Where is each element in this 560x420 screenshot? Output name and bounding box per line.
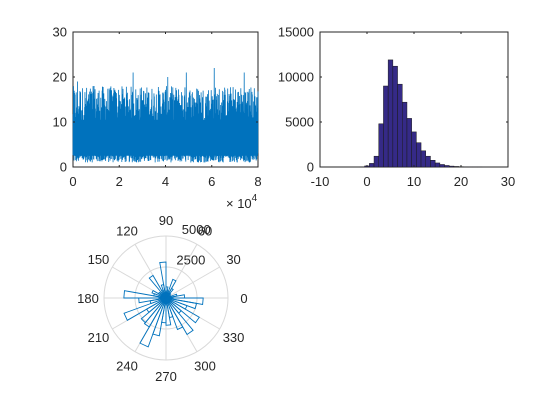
x-tick-label: 6: [208, 174, 215, 189]
x-tick-label: -10: [311, 174, 330, 189]
rose-petal: [165, 297, 204, 305]
x-tick-label: 10: [407, 174, 421, 189]
histogram-bar: [430, 160, 436, 168]
x-tick-label: 0: [69, 174, 76, 189]
rose-petal: [165, 293, 178, 299]
y-tick-label: 15000: [278, 25, 314, 40]
line-plot-series-group: [72, 67, 259, 163]
x-tick-label: 4: [162, 174, 169, 189]
rose-labels: 0 30 60 90 120 150 180 210 240 270 300 330 2500 5000: [77, 213, 247, 384]
theta-tick-label: 330: [223, 330, 245, 345]
histogram-bar: [439, 164, 445, 168]
theta-tick-label: 60: [198, 223, 212, 238]
rose-petal: [148, 274, 167, 299]
histogram-bar: [397, 83, 403, 168]
histogram-bars: [359, 59, 483, 168]
histogram-bar: [387, 59, 394, 168]
theta-tick-label: 180: [77, 291, 99, 306]
y-tick-label: 10: [53, 115, 67, 130]
theta-tick-label: 300: [194, 359, 216, 374]
x-tick-label: 2: [116, 174, 123, 189]
r-tick-label: 5000: [182, 222, 211, 237]
histogram-bar: [444, 165, 450, 168]
histogram-bar: [434, 162, 441, 168]
histogram-bar: [392, 65, 398, 168]
theta-tick-label: 270: [155, 369, 177, 384]
theta-tick-label: 120: [116, 223, 138, 238]
histogram-bar: [383, 85, 389, 168]
histogram-bar: [425, 155, 431, 168]
line-plot-ticks: 0 2 4 6 8 0 10 20 30: [53, 25, 262, 190]
theta-tick-label: 0: [240, 291, 247, 306]
rose-petal: [165, 278, 177, 299]
theta-tick-label: 30: [226, 252, 240, 267]
rose-petal: [165, 297, 194, 336]
y-tick-label: 20: [53, 70, 67, 85]
y-tick-label: 5000: [285, 115, 314, 130]
y-tick-label: 10000: [278, 70, 314, 85]
x-tick-label: 8: [254, 174, 261, 189]
y-tick-label: 0: [60, 160, 67, 175]
x-tick-label: 20: [454, 174, 468, 189]
histogram-bar: [402, 101, 408, 168]
r-tick-label: 2500: [176, 253, 205, 268]
theta-tick-label: 90: [159, 213, 173, 228]
histogram-bar: [420, 150, 426, 168]
rose-plot-axes: 0 30 60 90 120 150 180 210 240 270 300 330 2500 5000: [77, 213, 247, 384]
line-series: [72, 67, 259, 163]
theta-tick-label: 240: [116, 359, 138, 374]
x-exponent-base: × 10: [226, 196, 252, 211]
histogram-bar: [453, 166, 459, 168]
histogram-bar: [378, 123, 384, 168]
rose-petal: [159, 261, 167, 299]
histogram-bar: [449, 165, 455, 168]
y-tick-label: 30: [53, 25, 67, 40]
histogram-bar: [416, 142, 422, 168]
x-exponent-label: × 104: [226, 193, 258, 211]
x-exponent-power: 4: [252, 193, 258, 204]
rose-petals: [123, 261, 204, 348]
histogram-bar: [369, 163, 375, 168]
polar-grid-spoke: [165, 266, 220, 299]
histogram-bar: [373, 155, 379, 168]
histogram-bar: [406, 118, 412, 168]
x-tick-label: 0: [363, 174, 370, 189]
y-tick-label: 0: [307, 160, 314, 175]
x-tick-label: 30: [501, 174, 515, 189]
theta-tick-label: 210: [88, 330, 110, 345]
theta-tick-label: 150: [88, 252, 110, 267]
histogram-bar: [411, 131, 417, 168]
